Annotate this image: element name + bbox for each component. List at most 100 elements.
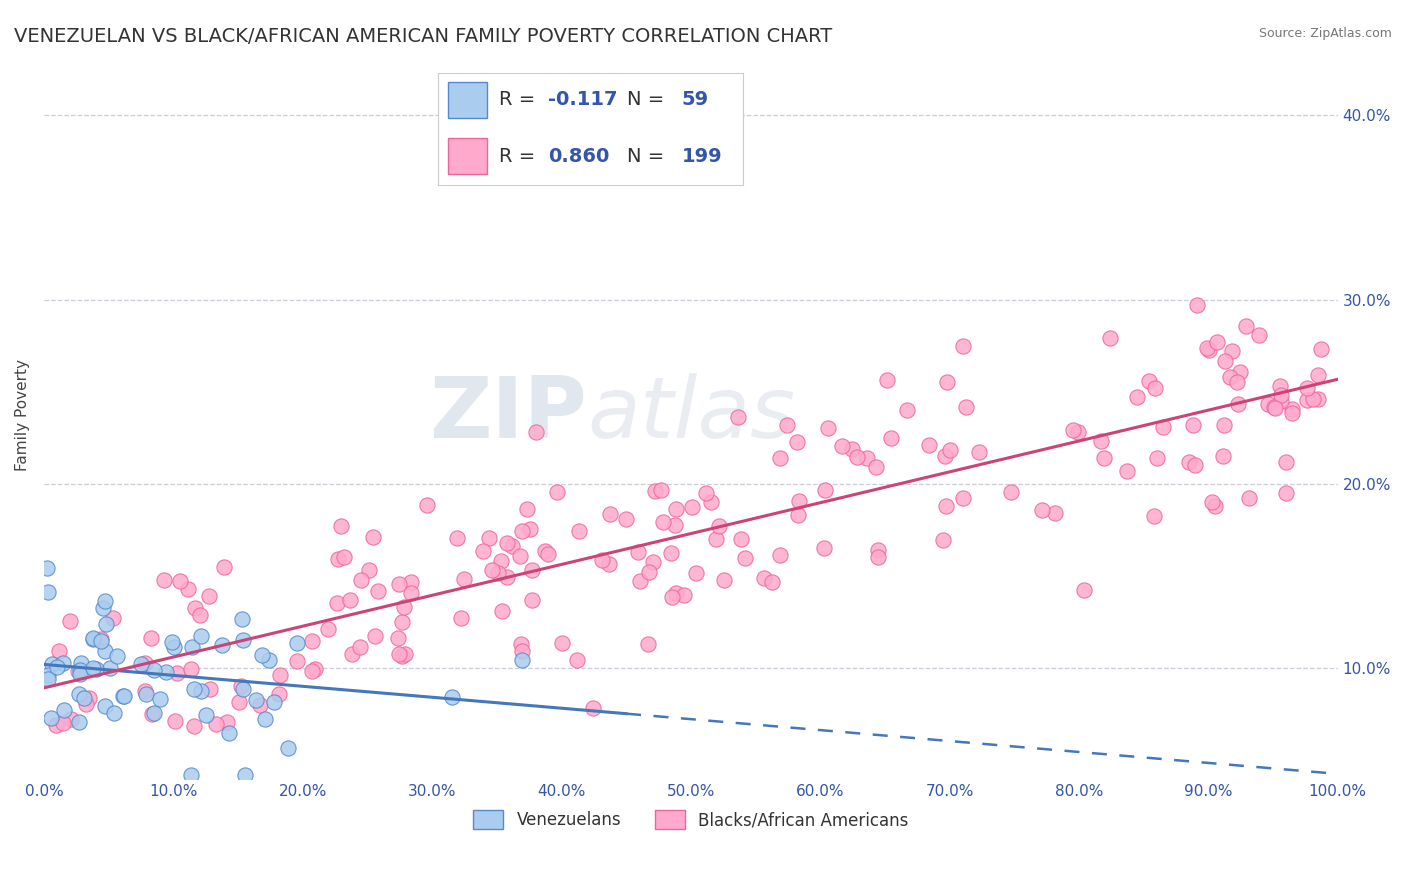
Point <box>212 560 235 574</box>
Point <box>329 519 352 533</box>
Point <box>134 656 156 670</box>
Point <box>786 434 808 449</box>
Point <box>628 574 651 588</box>
Point <box>232 633 254 648</box>
Point <box>37 561 59 575</box>
Point <box>326 596 349 610</box>
Point <box>659 546 682 560</box>
Point <box>1275 485 1298 500</box>
Point <box>734 550 756 565</box>
Point <box>1308 392 1330 406</box>
Point <box>1204 499 1226 513</box>
Point <box>1185 298 1208 312</box>
Point <box>82 661 104 675</box>
Point <box>253 712 276 726</box>
Point <box>316 622 339 636</box>
Point <box>387 631 409 645</box>
Point <box>1178 455 1201 469</box>
Point <box>135 687 157 701</box>
Point <box>478 531 501 545</box>
Point <box>67 715 90 730</box>
Point <box>141 706 163 721</box>
Point <box>546 484 568 499</box>
Point <box>75 697 97 711</box>
Point <box>817 421 839 435</box>
Point <box>77 691 100 706</box>
Point <box>969 445 991 459</box>
Point <box>134 683 156 698</box>
Point <box>510 653 533 667</box>
Point <box>1198 343 1220 357</box>
Point <box>661 591 683 605</box>
Point <box>510 524 533 538</box>
Point <box>685 566 707 580</box>
Point <box>955 400 977 414</box>
Point <box>831 439 853 453</box>
Point <box>489 554 512 568</box>
Point <box>388 647 411 661</box>
Point <box>1263 401 1285 415</box>
Point <box>516 502 538 516</box>
Point <box>453 572 475 586</box>
Point <box>198 682 221 697</box>
Point <box>856 450 879 465</box>
Point <box>91 600 114 615</box>
Point <box>813 541 835 555</box>
Point <box>1213 354 1236 368</box>
Point <box>1212 450 1234 464</box>
Point <box>1226 375 1249 389</box>
Point <box>491 604 513 618</box>
Point <box>190 629 212 643</box>
Point <box>90 632 112 646</box>
Point <box>644 483 666 498</box>
Point <box>39 711 62 725</box>
Point <box>349 640 371 654</box>
Point <box>52 656 75 670</box>
Point <box>440 690 463 705</box>
Point <box>131 657 153 671</box>
Legend: Venezuelans, Blacks/African Americans: Venezuelans, Blacks/African Americans <box>467 804 915 836</box>
Point <box>707 519 730 533</box>
Point <box>1184 458 1206 472</box>
Point <box>1264 401 1286 415</box>
Point <box>695 486 717 500</box>
Point <box>876 373 898 387</box>
Point <box>520 592 543 607</box>
Point <box>1268 379 1291 393</box>
Point <box>787 494 810 508</box>
Point <box>169 574 191 589</box>
Point <box>1270 393 1292 408</box>
Point <box>41 657 63 671</box>
Point <box>509 637 531 651</box>
Point <box>155 665 177 679</box>
Point <box>1000 485 1022 500</box>
Point <box>143 706 166 720</box>
Point <box>1306 368 1329 383</box>
Point <box>93 644 115 658</box>
Point <box>1219 370 1241 384</box>
Point <box>70 657 93 671</box>
Point <box>638 565 661 579</box>
Point <box>537 547 560 561</box>
Point <box>496 570 519 584</box>
Point <box>228 695 250 709</box>
Point <box>149 692 172 706</box>
Point <box>1043 506 1066 520</box>
Point <box>112 690 135 704</box>
Point <box>37 667 59 681</box>
Point <box>1309 342 1331 356</box>
Point <box>107 648 129 663</box>
Point <box>1296 393 1319 408</box>
Point <box>786 508 808 523</box>
Point <box>48 644 70 658</box>
Point <box>1115 464 1137 478</box>
Point <box>637 637 659 651</box>
Point <box>1281 405 1303 419</box>
Point <box>1270 388 1292 402</box>
Point <box>1073 582 1095 597</box>
Point <box>252 648 274 663</box>
Point <box>1144 381 1167 395</box>
Point <box>934 449 956 463</box>
Point <box>918 437 941 451</box>
Point <box>90 633 112 648</box>
